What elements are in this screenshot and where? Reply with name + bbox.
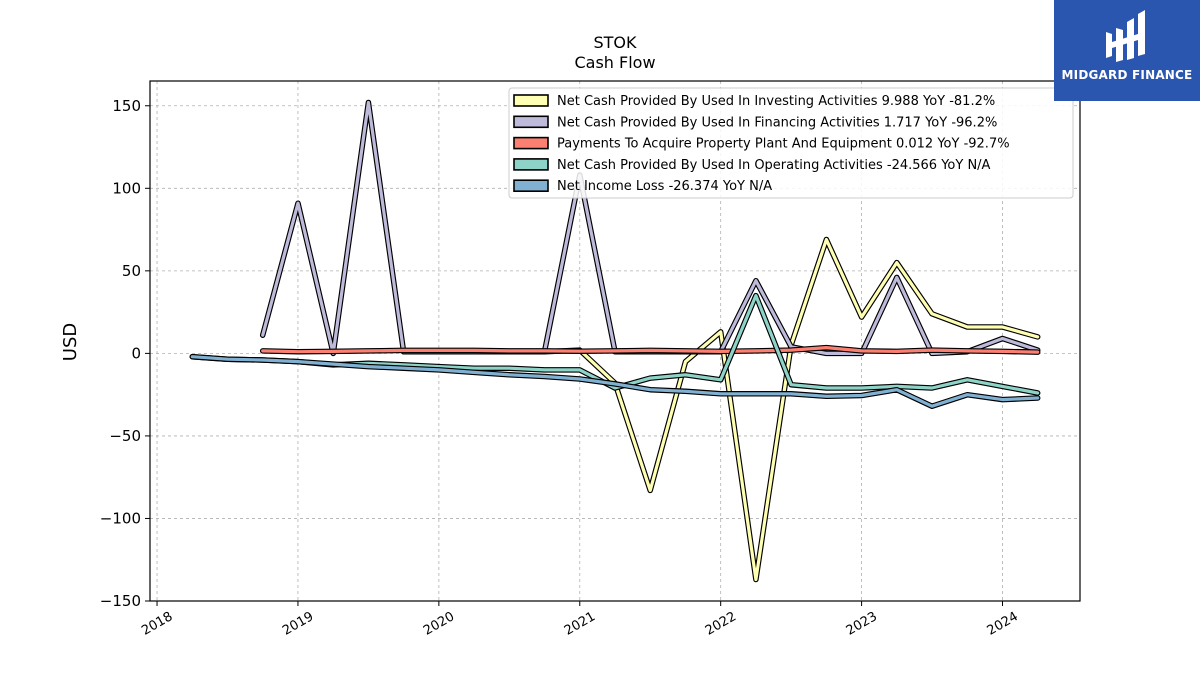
y-tick-label: 100 xyxy=(112,179,141,197)
legend-swatch-3 xyxy=(513,158,549,171)
series-line-outline-0 xyxy=(541,236,1041,583)
legend-label-1: Net Cash Provided By Used In Financing A… xyxy=(557,115,997,130)
logo-text: MIDGARD FINANCE xyxy=(1061,68,1193,82)
midgard-finance-logo: MIDGARD FINANCE xyxy=(1054,0,1200,101)
x-tick-label: 2018 xyxy=(139,609,175,639)
y-tick-label: 150 xyxy=(112,97,141,115)
series-line-2 xyxy=(261,346,1040,354)
series-line-0 xyxy=(542,237,1040,582)
x-tick-label: 2021 xyxy=(562,609,598,639)
x-tick-label: 2019 xyxy=(280,609,316,639)
x-tick-label: 2023 xyxy=(844,609,880,639)
legend-swatch-4 xyxy=(513,179,549,192)
legend-box xyxy=(508,87,1074,199)
legend-label-2: Payments To Acquire Property Plant And E… xyxy=(557,137,1010,152)
y-tick-label: −150 xyxy=(100,592,141,610)
legend-swatch-1 xyxy=(513,115,549,129)
legend-swatch-2 xyxy=(513,136,549,150)
x-tick-label: 2020 xyxy=(421,609,457,639)
series-line-4 xyxy=(190,355,1040,408)
plot-area-frame xyxy=(149,80,1081,602)
legend: Net Cash Provided By Used In Investing A… xyxy=(508,87,1074,199)
y-tick-label: −100 xyxy=(100,509,141,527)
legend-label-0: Net Cash Provided By Used In Investing A… xyxy=(557,94,995,109)
chart-subtitle: Cash Flow xyxy=(574,53,655,72)
x-tick-label: 2022 xyxy=(703,609,739,639)
legend-label-3: Net Cash Provided By Used In Operating A… xyxy=(557,158,991,173)
y-tick-label: −50 xyxy=(109,427,141,445)
series-layer xyxy=(189,99,1041,583)
x-tick-label: 2024 xyxy=(985,609,1021,639)
logo-mark-icon xyxy=(1106,10,1145,62)
legend-swatch-0 xyxy=(513,94,549,107)
y-tick-label: 0 xyxy=(131,344,141,362)
y-tick-label: 50 xyxy=(122,262,141,280)
y-axis-label: USD xyxy=(60,323,81,361)
chart-title: STOK xyxy=(593,33,637,52)
legend-label-4: Net Income Loss -26.374 YoY N/A xyxy=(557,179,772,194)
